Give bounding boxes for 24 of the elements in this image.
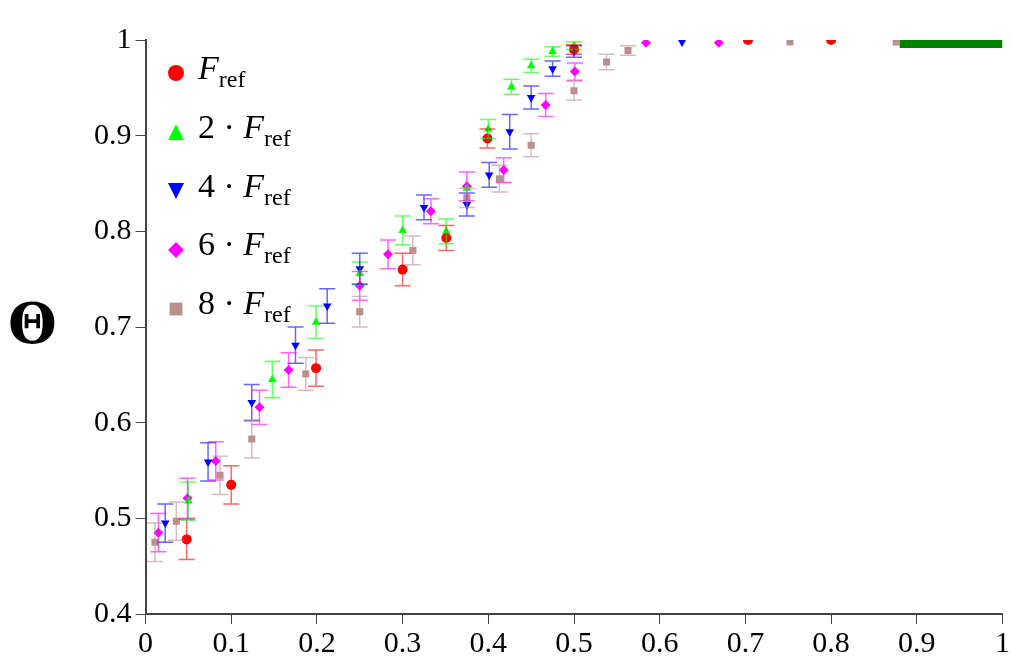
y-tick-label: 1 — [116, 20, 132, 54]
y-tick-label: 0.6 — [94, 403, 132, 437]
x-tick-label: 0.6 — [640, 624, 679, 658]
y-tick-label: 0.9 — [94, 116, 132, 150]
y-axis-title: Θ — [8, 290, 57, 356]
x-tick-label: 0.4 — [469, 624, 508, 658]
x-tick-label: 0.3 — [383, 624, 422, 658]
y-tick-label: 0.7 — [94, 307, 132, 341]
legend-label: 4 · F$_{ref}$ — [198, 165, 291, 212]
x-tick-label: 0 — [138, 624, 153, 658]
x-tick-label: 0.8 — [812, 624, 850, 658]
legend-label: 8 · F$_{ref}$ — [198, 283, 291, 329]
y-tick-label: 0.5 — [94, 499, 132, 533]
x-tick-label: 0.9 — [898, 624, 936, 658]
y-tick-label: 0.8 — [94, 212, 132, 246]
x-tick-label: 0.1 — [212, 624, 250, 658]
x-tick-label: 0.7 — [726, 624, 765, 658]
x-tick-label: 1 — [995, 624, 1010, 658]
legend-label: F$_{ref}$ — [198, 49, 246, 92]
x-tick-label: 0.5 — [555, 624, 593, 658]
legend-label: 6 · F$_{ref}$ — [198, 224, 291, 271]
x-tick-label: 0.2 — [298, 624, 336, 658]
y-tick-label: 0.4 — [94, 594, 132, 628]
legend-label: 2 · F$_{ref}$ — [198, 106, 291, 153]
